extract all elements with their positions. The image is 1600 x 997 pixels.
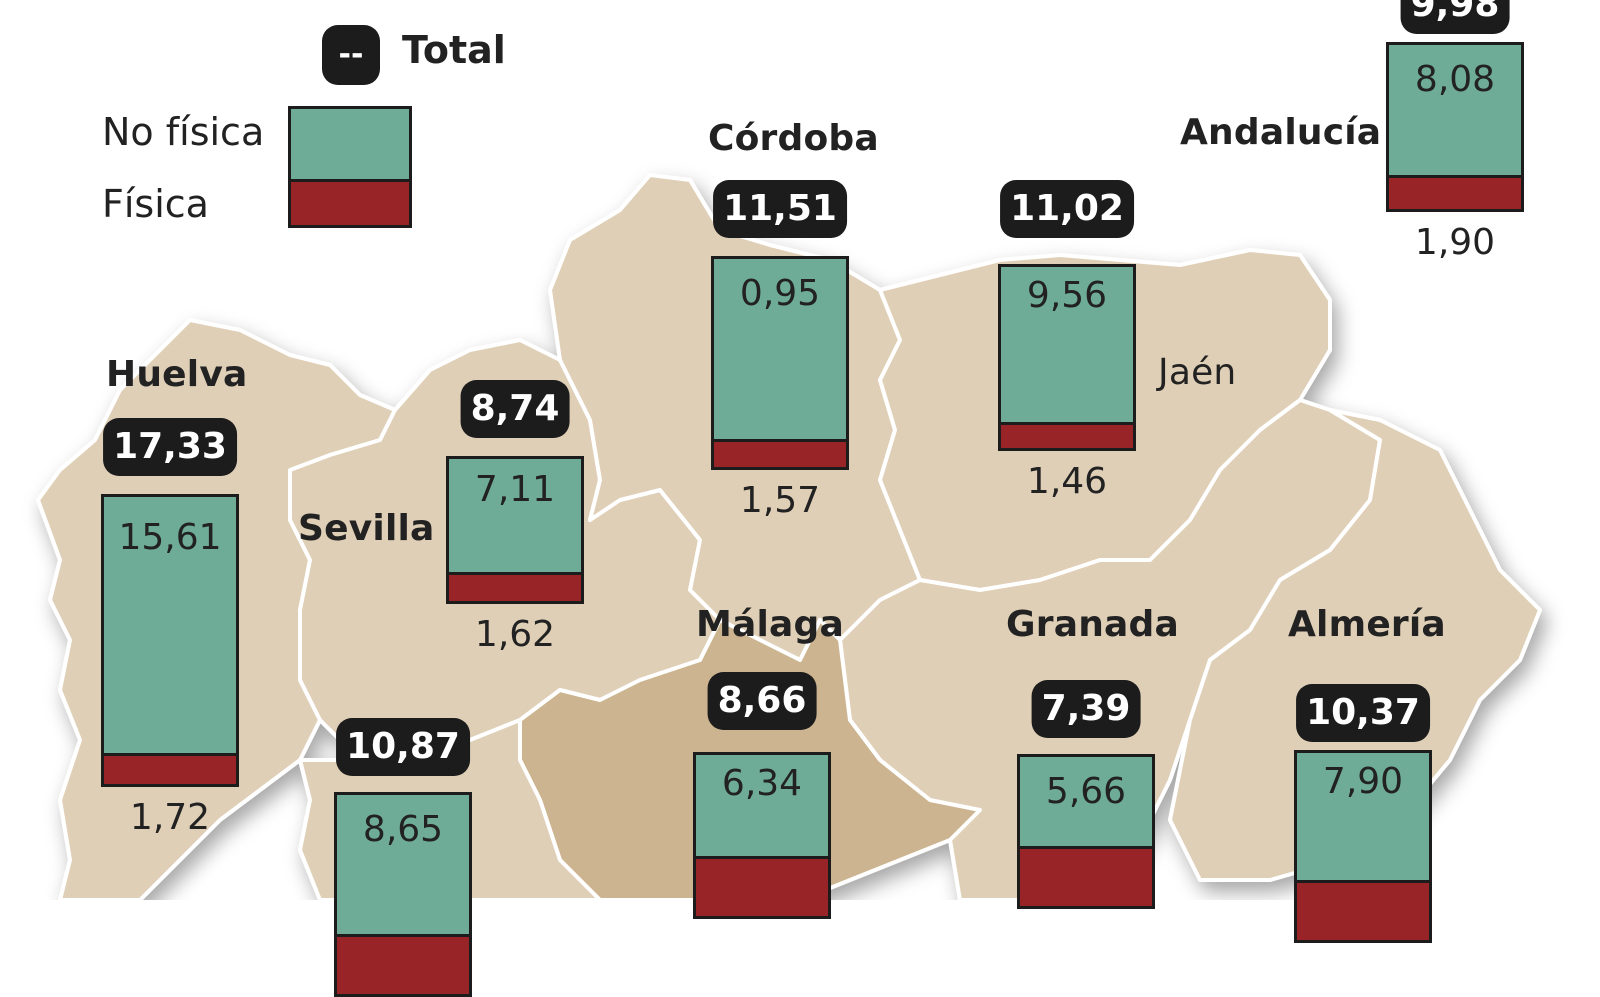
total-pill: 7,39 — [1031, 680, 1141, 738]
value-no-fisica: 8,65 — [362, 809, 444, 850]
total-pill: 10,37 — [1296, 684, 1430, 742]
stacked-bar: 0,95 — [711, 256, 849, 470]
legend-no-fisica-label: No física — [102, 110, 265, 154]
total-pill: 8,66 — [707, 672, 817, 730]
stacked-bar: 6,34 — [693, 752, 831, 919]
stacked-bar: 9,56 — [998, 264, 1136, 451]
label-granada: Granada — [1006, 604, 1179, 645]
bar-segment-fisica — [449, 572, 581, 601]
legend-swatch-fisica — [291, 179, 409, 225]
legend-total-chip: -- — [322, 25, 380, 85]
bar-segment-fisica — [1297, 880, 1429, 940]
bar-segment-fisica — [337, 934, 469, 994]
bar-segment-fisica — [1389, 175, 1521, 209]
value-fisica: 1,62 — [474, 614, 556, 655]
bar-segment-fisica — [714, 439, 846, 467]
total-pill: 8,74 — [460, 380, 570, 438]
stacked-bar: 8,08 — [1386, 42, 1524, 212]
value-no-fisica: 7,11 — [474, 469, 556, 510]
total-pill: 9,98 — [1400, 0, 1510, 34]
stacked-bar: 5,66 — [1017, 754, 1155, 909]
value-fisica: 1,72 — [129, 797, 211, 838]
label-huelva: Huelva — [106, 354, 248, 395]
label-andalucia: Andalucía — [1180, 112, 1382, 153]
stacked-bar: 7,90 — [1294, 750, 1432, 943]
value-no-fisica: 0,95 — [739, 273, 821, 314]
value-no-fisica: 7,90 — [1322, 761, 1404, 802]
total-pill: 11,02 — [1000, 180, 1134, 238]
value-no-fisica: 9,56 — [1026, 275, 1108, 316]
label-cordoba: Córdoba — [708, 118, 879, 159]
value-no-fisica: 8,08 — [1414, 59, 1496, 100]
stacked-bar: 8,65 — [334, 792, 472, 997]
chart-layer: -- Total No física Física Huelva Sevilla… — [101, 0, 1524, 997]
legend-swatch — [288, 106, 412, 228]
total-pill: 17,33 — [103, 418, 237, 476]
value-no-fisica: 15,61 — [118, 517, 222, 558]
label-sevilla: Sevilla — [298, 508, 435, 549]
bar-segment-fisica — [1020, 846, 1152, 906]
legend-fisica-label: Física — [102, 182, 209, 226]
label-malaga: Málaga — [696, 604, 845, 645]
value-no-fisica: 5,66 — [1045, 771, 1127, 812]
bar-segment-fisica — [696, 856, 828, 916]
total-pill: 10,87 — [336, 718, 470, 776]
bar-segment-fisica — [104, 753, 236, 784]
value-fisica: 1,57 — [739, 480, 821, 521]
total-pill: 11,51 — [713, 180, 847, 238]
label-almeria: Almería — [1288, 604, 1446, 645]
value-fisica: 1,46 — [1026, 461, 1108, 502]
stacked-bar: 7,11 — [446, 456, 584, 604]
bar-segment-fisica — [1001, 422, 1133, 448]
label-jaen: Jaén — [1158, 352, 1237, 393]
legend-total-label: Total — [402, 28, 506, 72]
value-fisica: 1,90 — [1414, 222, 1496, 263]
stacked-bar: 15,61 — [101, 494, 239, 787]
value-no-fisica: 6,34 — [721, 763, 803, 804]
